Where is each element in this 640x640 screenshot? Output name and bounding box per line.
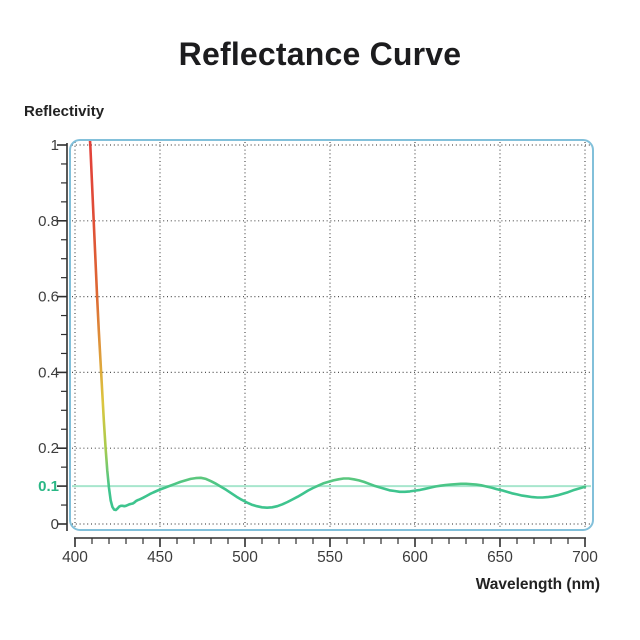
svg-text:0: 0 xyxy=(51,516,59,533)
chart-title: Reflectance Curve xyxy=(178,36,462,72)
svg-text:600: 600 xyxy=(402,549,428,566)
svg-text:450: 450 xyxy=(147,549,173,566)
plot-grid xyxy=(72,142,591,528)
svg-text:0.6: 0.6 xyxy=(38,289,59,306)
svg-text:550: 550 xyxy=(317,549,343,566)
plot-border xyxy=(69,139,594,531)
svg-text:0.2: 0.2 xyxy=(38,440,59,457)
svg-text:400: 400 xyxy=(62,549,88,566)
reflectance-curve xyxy=(88,141,587,512)
svg-text:650: 650 xyxy=(487,549,513,566)
y-axis-title: Reflectivity xyxy=(24,103,105,120)
svg-text:0.4: 0.4 xyxy=(38,364,59,381)
svg-text:500: 500 xyxy=(232,549,258,566)
x-axis-title: Wavelength (nm) xyxy=(475,576,600,593)
reference-tick-label: 0.1 xyxy=(38,478,59,495)
x-tick-labels: 400 450 500 550 600 650 700 xyxy=(62,549,598,566)
axes xyxy=(57,143,586,547)
y-tick-labels: 0 0.2 0.4 0.6 0.8 1 0.1 xyxy=(38,137,59,533)
svg-text:0.8: 0.8 xyxy=(38,213,59,230)
svg-text:1: 1 xyxy=(51,137,59,154)
svg-text:700: 700 xyxy=(572,549,598,566)
